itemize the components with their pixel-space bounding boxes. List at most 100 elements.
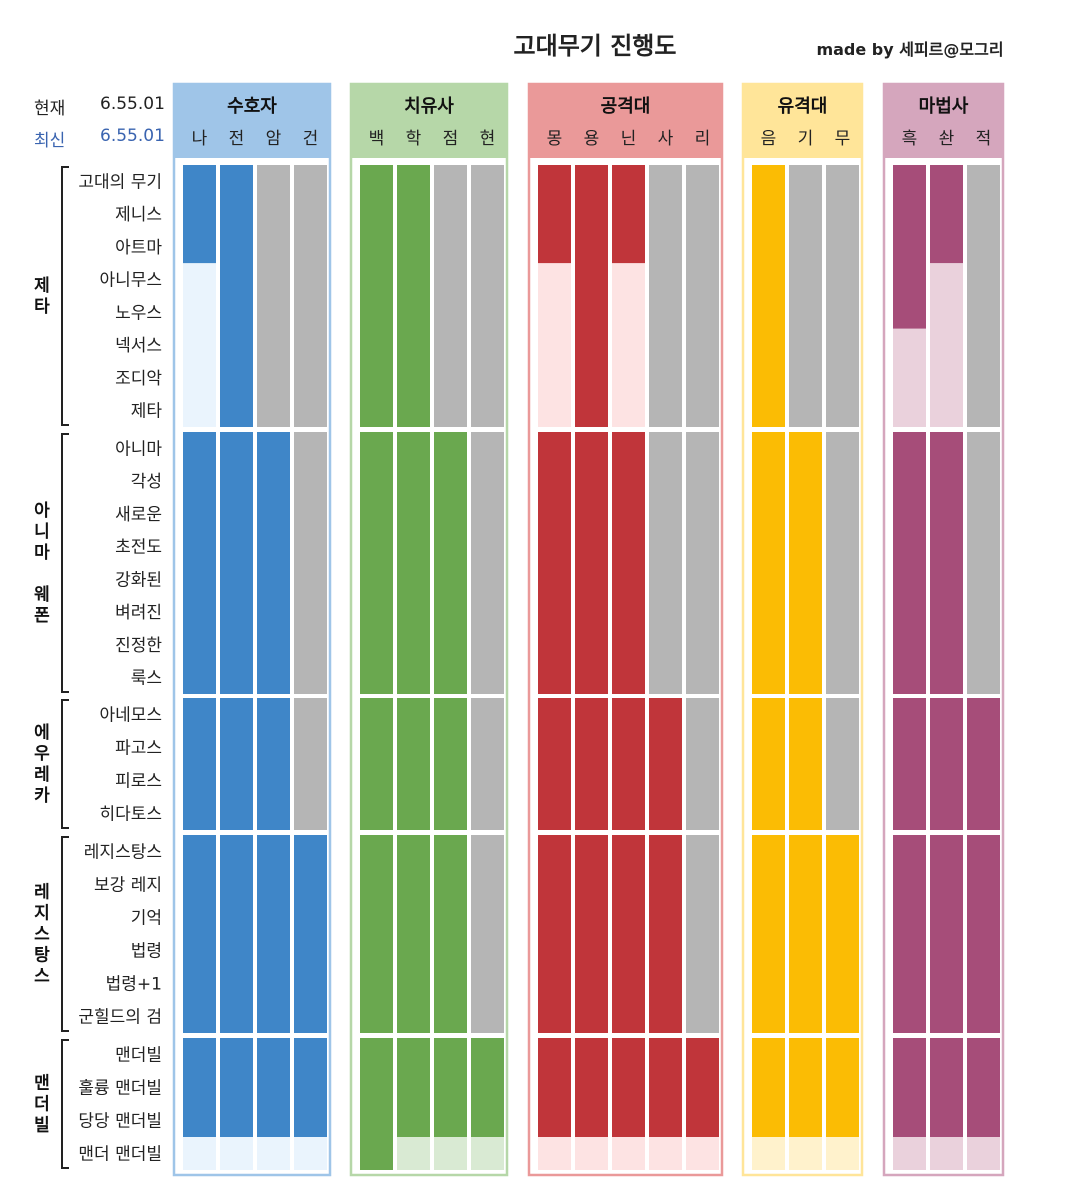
progress-bar-remaining xyxy=(789,1137,822,1170)
progress-bar-remaining xyxy=(649,432,682,694)
progress-bar-done xyxy=(538,1038,571,1137)
progress-bar-done xyxy=(257,432,290,694)
progress-bar-remaining xyxy=(612,263,645,427)
version-current-value: 6.55.01 xyxy=(100,94,165,114)
job-label: 나 xyxy=(192,129,208,149)
job-label: 적 xyxy=(976,129,992,149)
version-latest: 최신 6.55.01 xyxy=(30,126,170,151)
weapon-label: 고대의 무기 xyxy=(78,172,162,192)
weapon-label: 파고스 xyxy=(115,739,162,759)
progress-bar-remaining xyxy=(434,165,467,427)
progress-bar-done xyxy=(257,698,290,830)
progress-bar-remaining xyxy=(967,165,1000,427)
progress-bar-done xyxy=(789,698,822,830)
progress-bar-done xyxy=(930,835,963,1033)
progress-bar-done xyxy=(612,432,645,694)
progress-bar-done xyxy=(649,1038,682,1137)
progress-bar-done xyxy=(434,835,467,1033)
progress-bar-done xyxy=(397,835,430,1033)
progress-bar-done xyxy=(649,698,682,830)
job-label: 무 xyxy=(835,129,851,149)
weapon-label: 벼려진 xyxy=(115,603,162,623)
progress-bar-remaining xyxy=(471,698,504,830)
weapon-label: 맨더빌 xyxy=(115,1046,162,1066)
progress-bar-done xyxy=(360,432,393,694)
group-bracket xyxy=(61,433,69,693)
progress-bar-done xyxy=(538,835,571,1033)
weapon-label: 아니마 xyxy=(115,439,162,459)
progress-bar-done xyxy=(360,165,393,427)
progress-bar-done xyxy=(294,835,327,1033)
progress-bar-done xyxy=(893,698,926,830)
job-label: 용 xyxy=(584,129,600,149)
role-header-bg xyxy=(883,83,1004,158)
progress-bar-remaining xyxy=(826,432,859,694)
progress-bar-remaining xyxy=(930,1137,963,1170)
progress-bar-remaining xyxy=(686,432,719,694)
progress-bar-done xyxy=(360,1038,393,1170)
progress-bar-remaining xyxy=(826,698,859,830)
weapon-label: 조디악 xyxy=(115,369,162,389)
progress-bar-remaining xyxy=(967,432,1000,694)
progress-bar-done xyxy=(397,1038,430,1137)
role-header-bg xyxy=(350,83,508,158)
progress-bar-done xyxy=(752,698,785,830)
progress-bar-done xyxy=(220,835,253,1033)
author-credit: made by 세피르@모그리 xyxy=(816,40,1004,59)
progress-bar-remaining xyxy=(826,1137,859,1170)
job-label: 건 xyxy=(303,129,319,149)
progress-bar-done xyxy=(752,835,785,1033)
weapon-label: 기억 xyxy=(131,909,162,929)
progress-bar-done xyxy=(686,1038,719,1137)
progress-bar-remaining xyxy=(686,698,719,830)
progress-bar-done xyxy=(789,835,822,1033)
version-latest-value: 6.55.01 xyxy=(100,126,165,146)
weapon-label: 초전도 xyxy=(115,538,162,558)
progress-bar-remaining xyxy=(220,1137,253,1170)
progress-bar-done xyxy=(538,698,571,830)
job-label: 닌 xyxy=(621,129,637,149)
weapon-label: 보강 레지 xyxy=(94,876,162,896)
role-frame xyxy=(349,82,509,1177)
progress-bar-remaining xyxy=(471,432,504,694)
progress-bar-done xyxy=(893,1038,926,1137)
progress-bar-remaining xyxy=(471,835,504,1033)
weapon-label: 제니스 xyxy=(115,205,162,225)
progress-bar-done xyxy=(789,1038,822,1137)
progress-bar-done xyxy=(893,432,926,694)
progress-bar-remaining xyxy=(789,165,822,427)
progress-bar-done xyxy=(360,698,393,830)
job-label: 몽 xyxy=(547,129,563,149)
progress-bar-done xyxy=(183,835,216,1033)
progress-bar-remaining xyxy=(826,165,859,427)
group-bracket xyxy=(61,836,69,1032)
group-bracket xyxy=(61,166,69,426)
version-current: 현재 6.55.01 xyxy=(30,94,170,119)
weapon-label: 법령 xyxy=(131,942,162,962)
progress-bar-done xyxy=(257,835,290,1033)
progress-bar-done xyxy=(575,1038,608,1137)
progress-bar-remaining xyxy=(471,1137,504,1170)
weapon-label: 각성 xyxy=(131,472,162,492)
job-label: 점 xyxy=(443,129,459,149)
progress-bar-done xyxy=(575,835,608,1033)
weapon-label: 아니무스 xyxy=(99,271,162,291)
progress-bar-done xyxy=(471,1038,504,1137)
progress-bar-done xyxy=(257,1038,290,1137)
job-label: 솬 xyxy=(939,129,955,149)
progress-bar-done xyxy=(183,165,216,264)
progress-bar-remaining xyxy=(183,1137,216,1170)
progress-bar-remaining xyxy=(538,1137,571,1170)
progress-bar-done xyxy=(612,835,645,1033)
progress-bar-remaining xyxy=(893,328,926,427)
progress-bar-done xyxy=(930,165,963,264)
progress-bar-done xyxy=(826,835,859,1033)
page-title: 고대무기 진행도 xyxy=(513,32,677,60)
role-header-bg xyxy=(528,83,723,158)
progress-bar-done xyxy=(220,165,253,427)
